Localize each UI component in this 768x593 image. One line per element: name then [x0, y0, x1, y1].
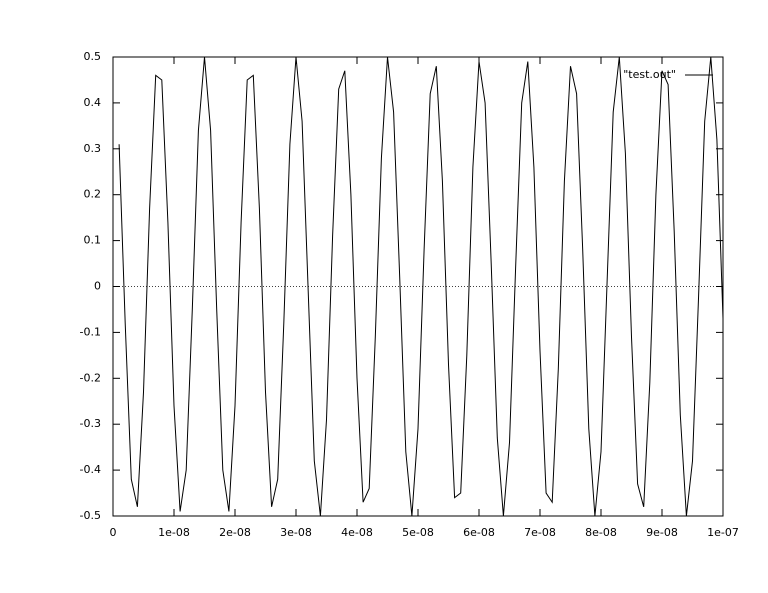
x-tick-label: 0 [110, 526, 117, 539]
plot-frame [112, 56, 724, 517]
y-tick-label: 0 [94, 280, 101, 293]
x-tick-label: 8e-08 [585, 526, 617, 539]
x-tick-label: 9e-08 [646, 526, 678, 539]
x-tick-label: 2e-08 [219, 526, 251, 539]
y-tick-label: 0.1 [84, 234, 102, 247]
x-tick-label: 1e-07 [707, 526, 739, 539]
x-tick-label: 5e-08 [402, 526, 434, 539]
y-tick-label: -0.2 [80, 371, 101, 384]
y-tick-label: -0.5 [80, 509, 101, 522]
y-tick-label: 0.5 [84, 50, 102, 63]
y-tick-label: -0.1 [80, 325, 101, 338]
x-tick-label: 6e-08 [463, 526, 495, 539]
y-tick-label: 0.3 [84, 142, 102, 155]
x-tick-label: 1e-08 [158, 526, 190, 539]
x-tick-label: 4e-08 [341, 526, 373, 539]
x-tick-label: 3e-08 [280, 526, 312, 539]
x-tick-label: 7e-08 [524, 526, 556, 539]
y-tick-label: 0.2 [84, 188, 102, 201]
y-tick-label: -0.3 [80, 417, 101, 430]
y-tick-label: -0.4 [80, 463, 101, 476]
legend-label: "test.out" [623, 68, 676, 81]
y-tick-label: 0.4 [84, 96, 102, 109]
data-line [118, 56, 724, 517]
